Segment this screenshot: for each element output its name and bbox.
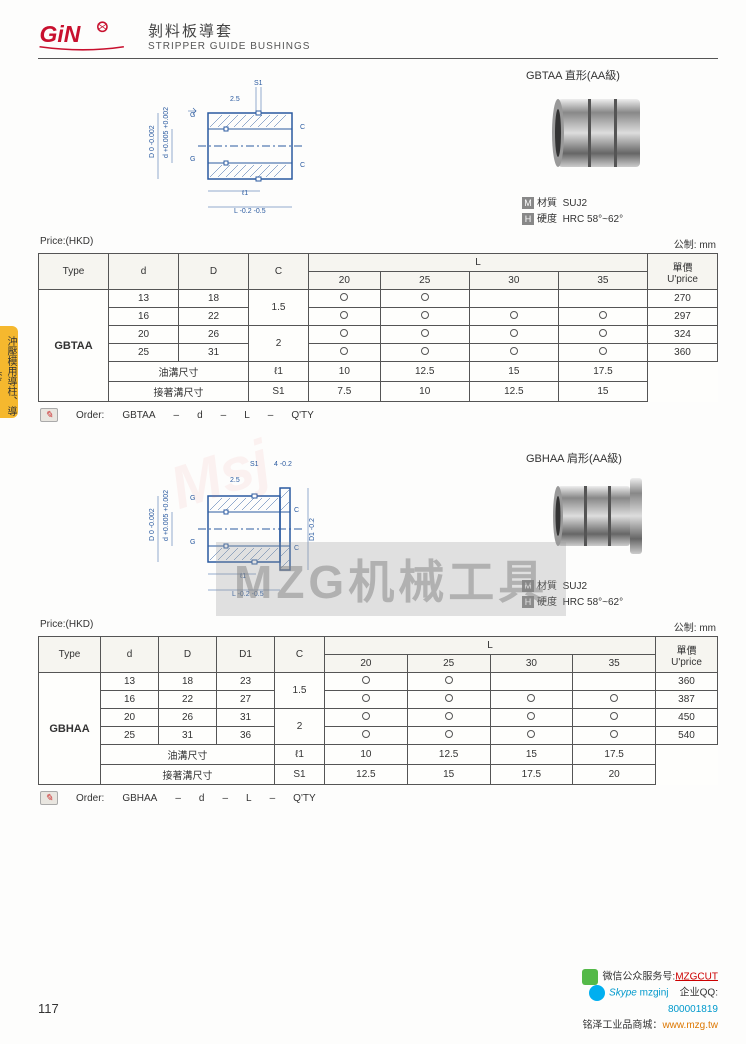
table-row: 接著溝尺寸 S1 7.51012.515 xyxy=(39,382,718,402)
wechat-link[interactable]: MZGCUT xyxy=(675,971,718,982)
svg-text:D 0 -0.002: D 0 -0.002 xyxy=(149,125,156,158)
table-row: 2531 360 xyxy=(39,344,718,362)
svg-text:G: G xyxy=(190,539,195,546)
header: GiN 剝料板導套 STRIPPER GUIDE BUSHINGS xyxy=(38,18,718,59)
price-label-2: Price:(HKD) xyxy=(40,619,93,634)
unit-label-1: 公制: mm xyxy=(674,236,716,251)
table-gbtaa: Type d D C L 單價 U'price 20253035 GBTAA 1… xyxy=(38,253,718,402)
svg-text:D 0 -0.002: D 0 -0.002 xyxy=(149,508,156,541)
skype-icon xyxy=(589,985,605,1001)
footer: 微信公众服务号:MZGCUT Skype mzginj 企业QQ:8000018… xyxy=(582,969,718,1034)
price-label-1: Price:(HKD) xyxy=(40,236,93,251)
site-link[interactable]: www.mzg.tw xyxy=(662,1020,718,1031)
photo-label-2: GBHAA 肩形(AA級) xyxy=(526,450,718,466)
diagram-gbhaa: S1 4 -0.2 2.5 G G C C D 0 -0.002 d +0.00… xyxy=(118,450,348,610)
svg-text:d +0.005 +0.002: d +0.005 +0.002 xyxy=(163,107,170,158)
unit-label-2: 公制: mm xyxy=(674,619,716,634)
side-tab: 沖壓模用導柱、導套 xyxy=(0,326,18,418)
title-cn: 剝料板導套 xyxy=(148,20,310,41)
table-row: 2026 2 324 xyxy=(39,326,718,344)
order-row-1: ✎ Order: GBTAA– d– L– Q'TY xyxy=(40,408,718,422)
svg-text:D1 -0.2: D1 -0.2 xyxy=(309,518,316,541)
order-row-2: ✎ Order: GBHAA– d– L– Q'TY xyxy=(40,791,718,805)
order-icon: ✎ xyxy=(40,408,58,422)
order-icon: ✎ xyxy=(40,791,58,805)
material-spec-1: M材質 SUJ2 xyxy=(522,196,718,212)
table-row: 接著溝尺寸 S1 12.51517.520 xyxy=(39,765,718,785)
bushing-photo-2 xyxy=(544,472,654,562)
logo: GiN xyxy=(38,18,130,54)
hardness-spec-2: H硬度 HRC 58°~62° xyxy=(522,595,718,611)
svg-text:G: G xyxy=(190,495,195,502)
svg-text:C: C xyxy=(300,162,305,169)
hardness-spec-1: H硬度 HRC 58°~62° xyxy=(522,212,718,228)
table-row: 油溝尺寸 ℓ1 1012.51517.5 xyxy=(39,745,718,765)
svg-text:S1: S1 xyxy=(250,461,259,468)
table-row: 162227 387 xyxy=(39,691,718,709)
svg-text:4 -0.2: 4 -0.2 xyxy=(274,461,292,468)
wechat-icon xyxy=(582,969,598,985)
page-number: 117 xyxy=(38,1001,59,1016)
table-row: 253136 540 xyxy=(39,727,718,745)
photo-label-1: GBTAA 直形(AA級) xyxy=(526,67,718,83)
svg-text:C: C xyxy=(300,124,305,131)
table-row: GBHAA 131823 1.5 360 xyxy=(39,673,718,691)
skype-link[interactable]: mzginj xyxy=(640,988,669,999)
section-gbtaa: S1 2.5 G G C C D 0 -0.002 d +0.005 +0.00… xyxy=(38,67,718,422)
svg-text:G: G xyxy=(190,156,195,163)
svg-text:C: C xyxy=(294,545,299,552)
table-gbhaa: Type d D D1 C L 單價 U'price 20253035 GBHA… xyxy=(38,636,718,785)
svg-text:2.5: 2.5 xyxy=(230,96,240,103)
svg-text:S1: S1 xyxy=(254,80,263,87)
svg-text:2.5: 2.5 xyxy=(230,477,240,484)
material-spec-2: M材質 SUJ2 xyxy=(522,579,718,595)
svg-text:G: G xyxy=(190,112,195,119)
table-row: 油溝尺寸 ℓ1 1012.51517.5 xyxy=(39,362,718,382)
section-gbhaa: S1 4 -0.2 2.5 G G C C D 0 -0.002 d +0.00… xyxy=(38,450,718,805)
table-row: 202631 2 450 xyxy=(39,709,718,727)
svg-text:d +0.005 +0.002: d +0.005 +0.002 xyxy=(163,490,170,541)
table-row: 1622 297 xyxy=(39,308,718,326)
bushing-photo-1 xyxy=(544,89,654,179)
title-en: STRIPPER GUIDE BUSHINGS xyxy=(148,41,310,52)
svg-text:C: C xyxy=(294,507,299,514)
table-row: GBTAA 1318 1.5 270 xyxy=(39,290,718,308)
qq-link[interactable]: 800001819 xyxy=(668,1004,718,1015)
diagram-gbtaa: S1 2.5 G G C C D 0 -0.002 d +0.005 +0.00… xyxy=(118,67,348,227)
svg-text:L -0.2 -0.5: L -0.2 -0.5 xyxy=(232,591,264,598)
svg-text:L -0.2 -0.5: L -0.2 -0.5 xyxy=(234,208,266,215)
svg-text:GiN: GiN xyxy=(40,21,81,47)
